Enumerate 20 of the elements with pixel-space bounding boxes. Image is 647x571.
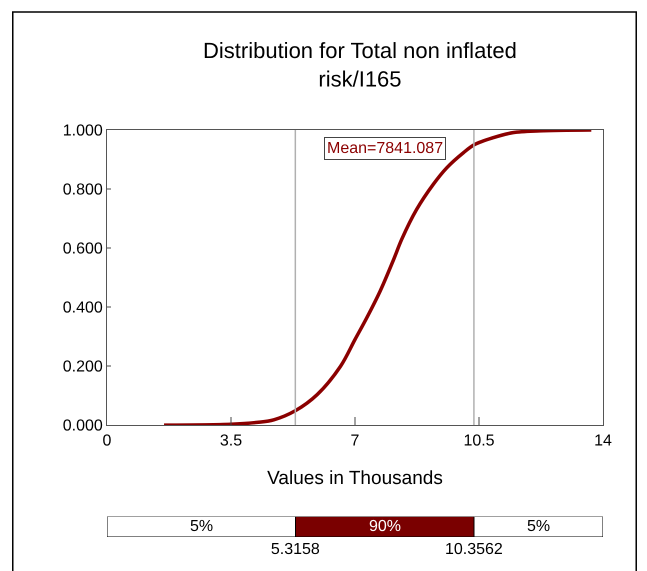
series-label: 90%: [369, 518, 402, 535]
y-tick-label: 0.000: [62, 418, 103, 435]
x-tick-label: 5.3158: [270, 541, 320, 558]
series-label: 5%: [527, 518, 550, 535]
x-tick-label: 0: [102, 432, 112, 450]
x-tick-label: 14: [594, 432, 612, 450]
annotation: Mean=7841.087: [327, 140, 444, 157]
x-tick-label: 7: [350, 432, 360, 450]
y-tick-label: 0.200: [62, 358, 103, 376]
y-tick-label: 0.400: [62, 300, 103, 317]
y-tick-label: 0.800: [62, 182, 103, 199]
x-tick-label: 10.3562: [444, 541, 503, 558]
y-tick-label: 1.000: [62, 122, 103, 140]
series-label: 5%: [190, 518, 214, 535]
line-series: [162, 130, 594, 426]
y-tick-label: 0.600: [62, 240, 103, 258]
chart-title: Distribution for Total non inflated risk/I165: [203, 38, 517, 92]
x-tick-label: 3.5: [220, 432, 242, 450]
x-tick-label: 10.5: [463, 432, 495, 450]
x-axis-title: Values in Thousands: [267, 468, 443, 490]
